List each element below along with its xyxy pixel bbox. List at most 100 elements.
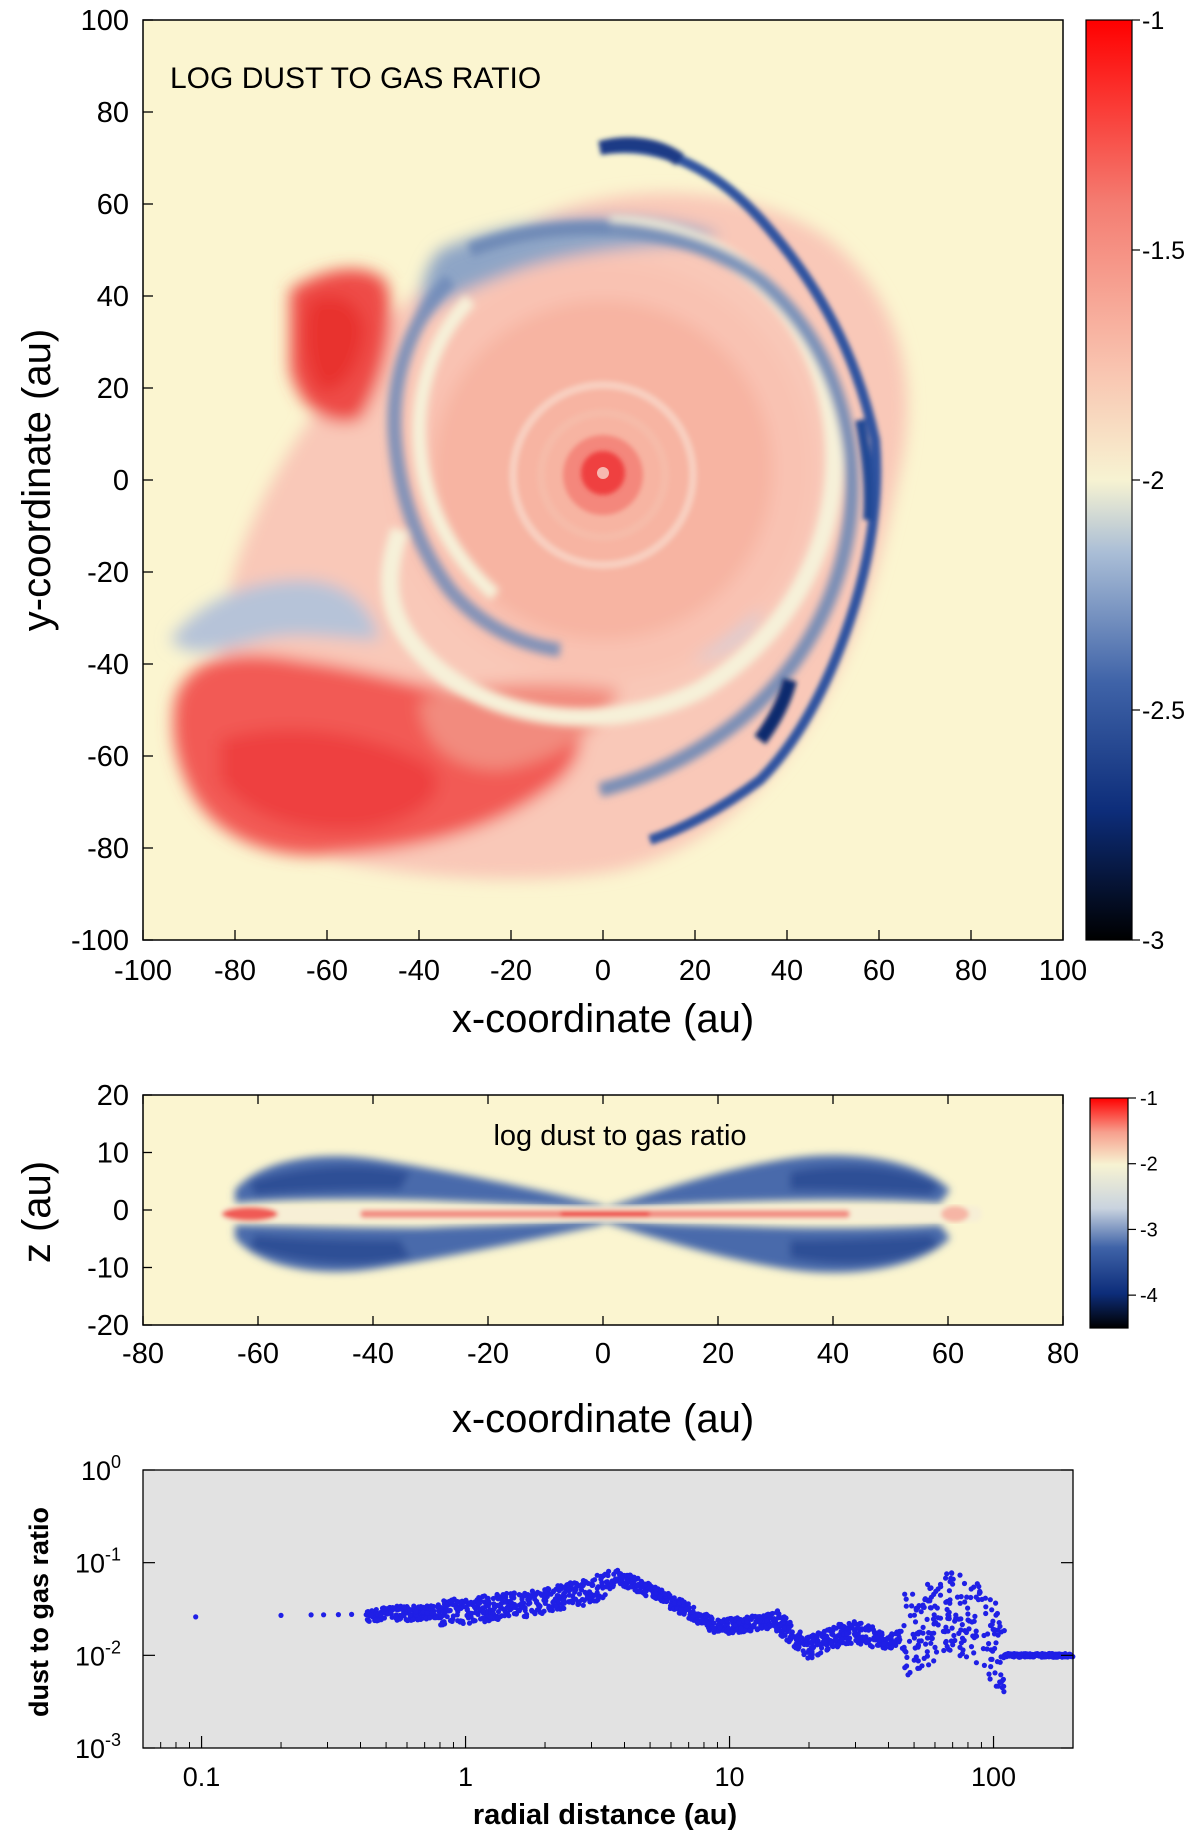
- edge-on-y-tick-label: -10: [87, 1253, 129, 1285]
- edge-on-x-tick-label: -80: [122, 1338, 164, 1370]
- face-on-y-tick-label: -60: [87, 741, 129, 773]
- scatter-point: [527, 1594, 534, 1600]
- radial-y-tick-base: 10: [75, 1641, 105, 1671]
- scatter-point: [711, 1625, 717, 1632]
- scatter-point: [809, 1649, 815, 1655]
- scatter-point: [933, 1588, 939, 1594]
- scatter-point: [833, 1635, 839, 1642]
- scatter-point: [335, 1612, 341, 1618]
- scatter-point: [393, 1614, 399, 1620]
- scatter-point: [943, 1624, 949, 1630]
- scatter-point: [757, 1618, 763, 1624]
- scatter-point: [706, 1621, 712, 1627]
- scatter-point: [965, 1611, 971, 1617]
- face-on-y-tick-label: -20: [87, 557, 129, 589]
- scatter-point: [789, 1629, 795, 1635]
- face-on-x-tick-label: 100: [1039, 955, 1087, 987]
- edge-on-y-tick-label: 20: [97, 1080, 129, 1112]
- scatter-point: [770, 1610, 776, 1617]
- scatter-point: [776, 1627, 783, 1633]
- scatter-point: [793, 1636, 800, 1642]
- scatter-point: [929, 1635, 935, 1641]
- scatter-point: [671, 1600, 678, 1606]
- scatter-point: [904, 1654, 910, 1660]
- scatter-point: [652, 1595, 658, 1601]
- scatter-point: [455, 1606, 462, 1612]
- scatter-point: [690, 1613, 697, 1619]
- scatter-point: [1032, 1653, 1038, 1659]
- scatter-point: [561, 1600, 567, 1606]
- scatter-point: [732, 1622, 739, 1628]
- scatter-point: [555, 1585, 562, 1591]
- scatter-point: [193, 1614, 199, 1620]
- scatter-point: [983, 1604, 989, 1610]
- scatter-point: [915, 1642, 922, 1649]
- scatter-point: [680, 1598, 686, 1605]
- scatter-point: [516, 1608, 523, 1614]
- scatter-point: [909, 1603, 915, 1609]
- scatter-point: [930, 1616, 937, 1622]
- scatter-point: [924, 1635, 931, 1641]
- scatter-point: [965, 1617, 971, 1623]
- edge-on-x-tick-label: 0: [595, 1338, 611, 1370]
- radial-y-tick-base: 10: [81, 1456, 111, 1486]
- scatter-point: [932, 1644, 938, 1650]
- scatter-point: [454, 1598, 460, 1605]
- scatter-point: [946, 1588, 953, 1594]
- scatter-point: [845, 1640, 851, 1646]
- scatter-point: [982, 1595, 989, 1601]
- scatter-point: [602, 1592, 608, 1598]
- radial-x-ticks: 0.1 1 10 100: [142, 1736, 1074, 1792]
- rim-bottom-dark: [754, 678, 797, 745]
- scatter-point: [524, 1611, 530, 1618]
- scatter-point: [966, 1626, 972, 1632]
- scatter-point: [476, 1595, 482, 1601]
- edge-on-y-tick-label: 0: [113, 1195, 129, 1227]
- face-on-x-ticks: -100 -80 -60 -40 -20 0 20 40 60 80 100: [114, 930, 1087, 987]
- scatter-point: [863, 1625, 869, 1631]
- scatter-point: [903, 1649, 909, 1655]
- spiral-rings: [381, 216, 859, 797]
- scatter-point: [454, 1612, 460, 1618]
- scatter-point: [410, 1616, 416, 1623]
- scatter-point: [695, 1620, 701, 1626]
- scatter-point: [443, 1609, 449, 1615]
- scatter-point: [993, 1640, 999, 1646]
- scatter-point: [791, 1643, 797, 1650]
- scatter-point: [747, 1627, 753, 1634]
- disc-structure: [170, 193, 908, 880]
- scatter-point: [973, 1660, 980, 1666]
- edge-on-x-tick-label: -20: [467, 1338, 509, 1370]
- scatter-point: [642, 1582, 648, 1588]
- scatter-point: [476, 1600, 482, 1606]
- scatter-point: [839, 1636, 845, 1642]
- face-on-y-label: y-coordinate (au): [15, 329, 59, 631]
- face-on-panel: LOG DUST TO GAS RATIO -100 -80 -60 -40 -20 0 2…: [15, 5, 1185, 1041]
- scatter-point: [653, 1586, 659, 1592]
- scatter-point: [971, 1635, 977, 1641]
- scatter-point: [896, 1639, 902, 1645]
- scatter-point: [433, 1615, 439, 1621]
- scatter-point: [964, 1594, 970, 1600]
- scatter-point: [957, 1644, 963, 1650]
- scatter-point: [968, 1594, 974, 1601]
- scatter-point: [916, 1629, 922, 1635]
- scatter-point: [962, 1599, 968, 1605]
- scatter-point: [800, 1648, 806, 1654]
- scatter-point: [416, 1604, 422, 1610]
- scatter-point: [944, 1571, 950, 1577]
- scatter-point: [958, 1594, 964, 1600]
- scatter-point: [627, 1573, 633, 1579]
- scatter-point: [480, 1615, 486, 1621]
- face-on-y-tick-label: 0: [113, 465, 129, 497]
- scatter-point: [691, 1604, 697, 1610]
- scatter-point: [981, 1662, 988, 1668]
- scatter-point: [807, 1640, 813, 1646]
- lower-left-dark: [250, 1235, 410, 1264]
- scatter-point: [991, 1627, 998, 1633]
- scatter-point: [934, 1605, 940, 1611]
- face-on-x-tick-label: 80: [955, 955, 987, 987]
- scatter-point: [998, 1672, 1004, 1678]
- scatter-point: [750, 1623, 756, 1629]
- scatter-point: [844, 1631, 850, 1637]
